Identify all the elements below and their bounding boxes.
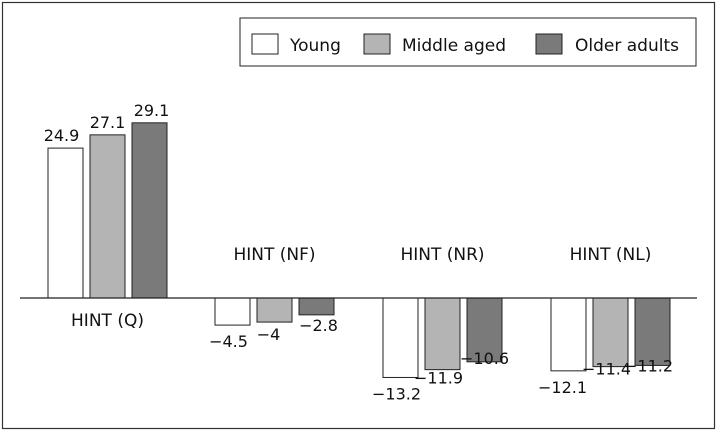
bars-layer [47, 122, 671, 378]
value-label-hint-nl-older-adults: −11.2 [624, 356, 673, 375]
value-label-hint-nl-middle-aged: −11.4 [582, 360, 631, 379]
bar-hint-nl-older-adults [634, 297, 671, 366]
legend-swatch-middle-aged [363, 33, 391, 55]
bar-hint-q-middle-aged [89, 134, 126, 299]
bar-hint-nf-middle-aged [256, 297, 293, 323]
legend-label-young: Young [289, 36, 341, 56]
legend: Young Middle aged Older adults [239, 17, 697, 67]
value-label-hint-nr-older-adults: −10.6 [460, 349, 509, 368]
bar-hint-nf-young [214, 297, 251, 326]
bar-hint-nr-older-adults [466, 297, 503, 363]
bar-hint-nr-young [382, 297, 419, 378]
bar-hint-nr-middle-aged [424, 297, 461, 371]
bar-hint-q-older-adults [131, 122, 168, 299]
value-label-hint-nr-young: −13.2 [372, 384, 421, 403]
legend-label-older-adults: Older adults [575, 36, 679, 56]
value-label-hint-q-young: 24.9 [44, 126, 80, 145]
legend-swatch-older-adults [535, 33, 563, 55]
labels-layer: 24.9 27.1 29.1 HINT (Q) −4.5 −4 −2.8 HINT (NF) −… [44, 101, 673, 404]
value-label-hint-nl-young: −12.1 [538, 378, 587, 397]
legend-swatch-young [251, 33, 279, 55]
bar-hint-nl-middle-aged [592, 297, 629, 368]
category-label-hint-q: HINT (Q) [71, 311, 144, 331]
value-label-hint-q-middle-aged: 27.1 [90, 113, 126, 132]
category-label-hint-nr: HINT (NR) [400, 245, 484, 265]
value-label-hint-q-older-adults: 29.1 [134, 101, 170, 120]
value-label-hint-nf-middle-aged: −4 [257, 325, 281, 344]
category-label-hint-nf: HINT (NF) [233, 245, 315, 265]
bar-hint-q-young [47, 147, 84, 299]
value-label-hint-nr-middle-aged: −11.9 [414, 369, 463, 388]
category-label-hint-nl: HINT (NL) [570, 245, 652, 265]
value-label-hint-nf-older-adults: −2.8 [299, 316, 338, 335]
bar-hint-nl-young [550, 297, 587, 372]
value-label-hint-nf-young: −4.5 [209, 332, 248, 351]
legend-label-middle-aged: Middle aged [402, 36, 506, 56]
bar-hint-nf-older-adults [298, 297, 335, 316]
legend-box [239, 17, 697, 67]
